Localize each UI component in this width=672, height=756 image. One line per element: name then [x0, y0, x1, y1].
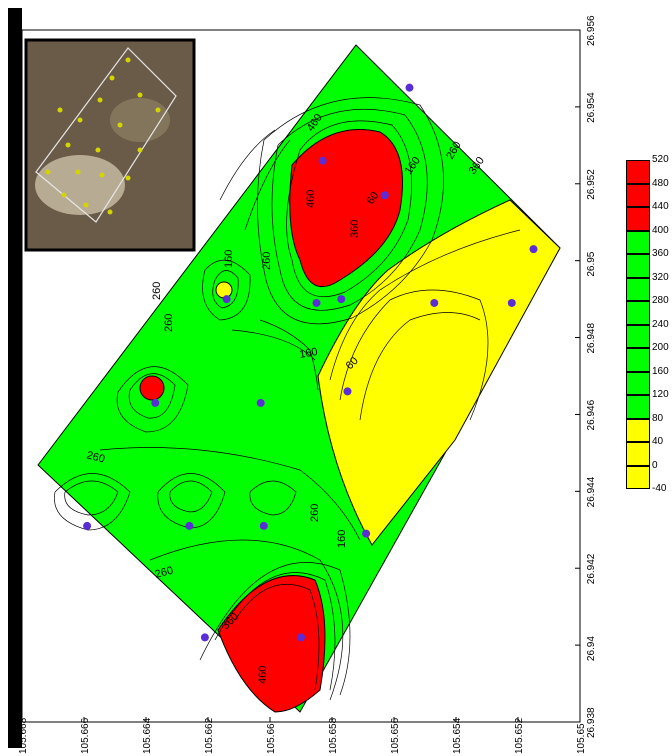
- legend-level-label: 400: [652, 224, 669, 236]
- contour-label: 160: [223, 250, 235, 268]
- contour-label: 260: [261, 252, 273, 270]
- y-tick-label: 26.95: [586, 251, 597, 276]
- legend-swatch: [626, 207, 650, 231]
- x-tick-label: 105.654: [452, 717, 463, 754]
- x-tick-label: 105.666: [80, 717, 91, 754]
- legend-swatch: [626, 371, 650, 395]
- legend-swatch: [626, 183, 650, 207]
- sample-point: [529, 245, 538, 254]
- red-region-north: [289, 129, 403, 288]
- x-tick-label: 105.664: [142, 717, 153, 754]
- x-tick-label: 105.668: [18, 717, 29, 754]
- legend-level-label: 480: [652, 177, 669, 189]
- x-tick-label: 105.66: [266, 723, 277, 754]
- sample-point: [83, 521, 92, 530]
- y-tick-label: 26.956: [586, 15, 597, 46]
- y-tick-label: 26.938: [586, 707, 597, 738]
- y-tick-label: 26.946: [586, 399, 597, 430]
- sample-point: [405, 83, 414, 92]
- y-axis-ticks: 26.938 26.94 26.942 26.944 26.946 26.948 26.95…: [575, 15, 597, 738]
- x-tick-label: 105.662: [204, 717, 215, 754]
- sample-point: [318, 156, 327, 165]
- legend-swatch: [626, 348, 650, 372]
- legend-swatch: [626, 254, 650, 278]
- legend-swatch: [626, 230, 650, 254]
- sample-point: [430, 298, 439, 307]
- sample-point: [222, 295, 231, 304]
- legend-level-label: 160: [652, 365, 669, 377]
- inset-satellite-image: [24, 38, 196, 252]
- legend-level-label: 360: [652, 248, 669, 259]
- x-tick-label: 105.658: [328, 717, 339, 754]
- contour-label: 260: [151, 282, 163, 300]
- legend-swatch: [626, 277, 650, 301]
- legend-level-label: 280: [652, 295, 669, 306]
- contour-label: 460: [257, 666, 269, 684]
- legend-level-label: -40: [652, 483, 667, 494]
- y-tick-label: 26.944: [586, 476, 597, 507]
- sample-point: [185, 521, 194, 530]
- legend-level-label: 200: [652, 342, 669, 353]
- contour-label: 160: [336, 530, 348, 548]
- sample-point: [507, 298, 516, 307]
- sample-point: [200, 633, 209, 642]
- contour-label: 60: [365, 190, 382, 207]
- legend-level-label: 520: [652, 154, 669, 165]
- legend-swatch: [626, 324, 650, 348]
- legend-level-label: 320: [652, 271, 669, 283]
- left-border: [8, 8, 22, 748]
- red-region-south: [217, 575, 326, 713]
- sample-points: [83, 83, 538, 642]
- legend-swatch: [626, 160, 650, 184]
- legend-level-label: 0: [652, 459, 658, 471]
- contour-lines: [54, 97, 521, 701]
- y-tick-label: 26.948: [586, 323, 597, 354]
- legend-swatch: [626, 418, 650, 442]
- legend-level-label: 80: [652, 412, 664, 424]
- sample-point: [343, 387, 352, 396]
- legend-level-label: 240: [652, 318, 669, 330]
- x-tick-label: 105.656: [390, 717, 401, 754]
- legend-swatch: [626, 465, 650, 489]
- contour-label: 260: [154, 565, 175, 581]
- sample-point: [297, 633, 305, 642]
- contour-label: 260: [163, 314, 175, 332]
- sample-point: [362, 529, 371, 538]
- contour-label: 460: [305, 190, 317, 208]
- legend-swatch: [626, 395, 650, 419]
- contour-label: 160: [298, 346, 318, 361]
- x-axis-ticks: 105.668 105.666 105.664 105.662 105.66 105.65…: [18, 717, 587, 754]
- legend-level-label: 120: [652, 389, 669, 400]
- legend-level-label: 40: [652, 436, 664, 447]
- legend-swatch: [626, 301, 650, 325]
- y-tick-label: 26.952: [586, 169, 597, 200]
- x-tick-label: 105.652: [514, 717, 525, 754]
- y-tick-label: 26.942: [586, 553, 597, 584]
- sample-point: [259, 521, 268, 530]
- y-tick-label: 26.954: [586, 92, 597, 123]
- contour-label: 260: [309, 504, 321, 522]
- red-spot-west: [139, 375, 165, 401]
- sample-point: [151, 398, 160, 407]
- legend-level-label: 440: [652, 201, 669, 212]
- legend-swatch: [626, 442, 650, 466]
- sample-point: [380, 191, 389, 200]
- sample-point: [256, 398, 265, 407]
- contour-label: 260: [85, 449, 106, 465]
- contour-labels: 4602603601606036046026016026026016060260…: [85, 112, 487, 684]
- y-tick-label: 26.94: [586, 636, 597, 661]
- sample-point: [312, 298, 321, 307]
- x-tick-label: 105.65: [576, 723, 587, 754]
- sample-point: [337, 295, 346, 304]
- yellow-spot: [215, 281, 233, 299]
- contour-label: 360: [349, 220, 361, 238]
